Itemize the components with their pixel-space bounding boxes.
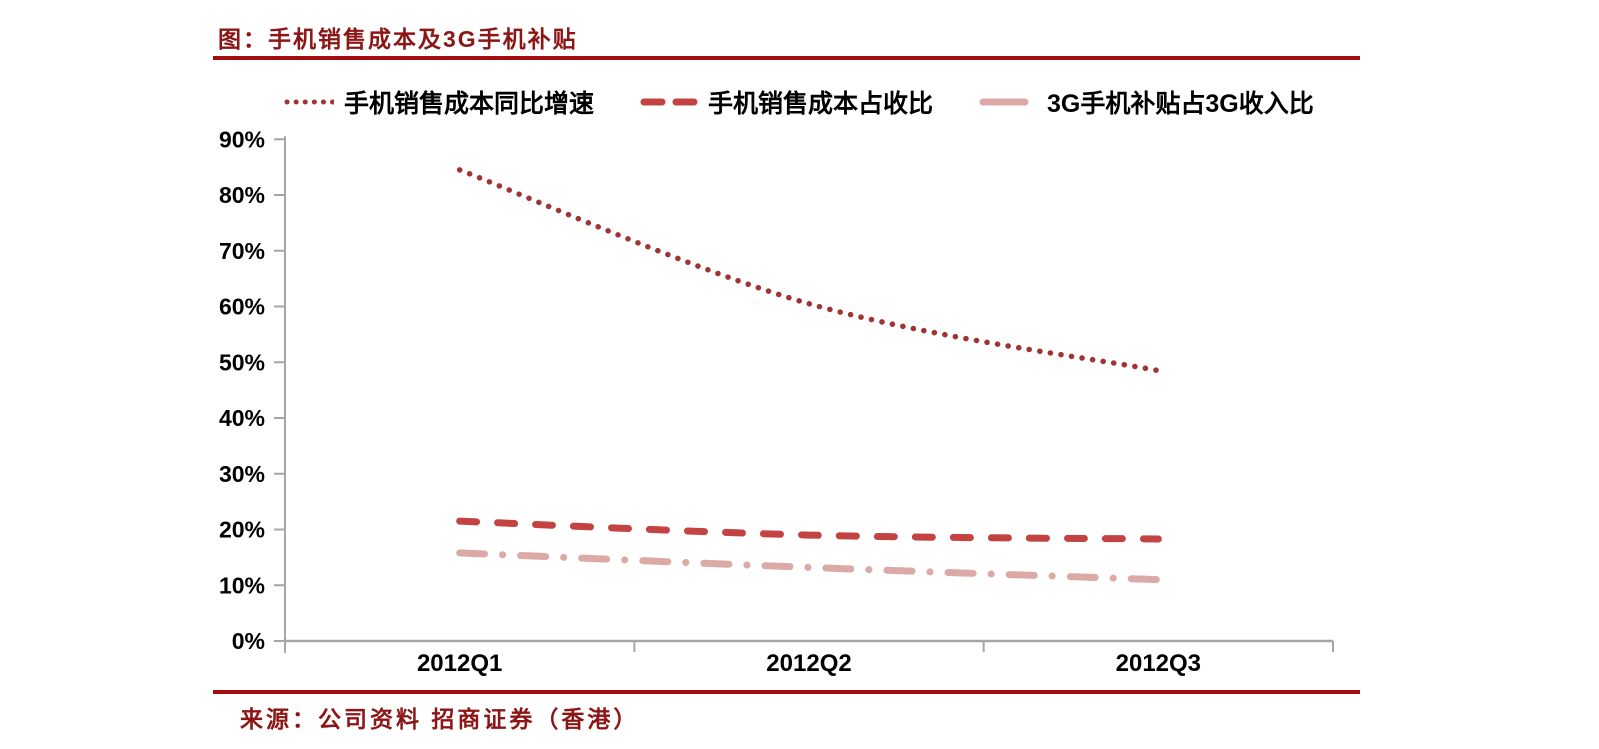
dashdot-line-icon (979, 98, 1038, 106)
plot-area: 0% 10% 20% 30% 40% 50% 60% 70% 80% 90% 2012Q1 2012Q… (219, 126, 1334, 677)
source-rule (213, 690, 1360, 694)
source-note: 来源：公司资料 招商证券（香港） (240, 706, 640, 732)
x-tick-label: 2012Q3 (1116, 650, 1201, 677)
y-tick-label: 10% (219, 572, 265, 598)
legend-item-cost-ratio: 手机销售成本占收比 (640, 84, 933, 120)
legend-label: 手机销售成本占收比 (708, 90, 934, 118)
y-tick-label: 70% (219, 238, 265, 264)
y-tick-label: 50% (219, 349, 265, 375)
legend-item-growth: 手机销售成本同比增速 (284, 84, 594, 120)
series-line-0 (456, 167, 1162, 374)
series-line-2 (456, 549, 1162, 584)
series-line-1 (456, 517, 1162, 543)
y-tick-label: 20% (219, 517, 265, 543)
chart-title: 图：手机销售成本及3G手机补贴 (218, 26, 578, 52)
y-tick-label: 80% (219, 182, 265, 208)
y-tick-label: 30% (219, 461, 265, 487)
x-tick-label: 2012Q2 (766, 650, 851, 677)
title-rule (213, 56, 1360, 60)
dashed-line-icon (640, 98, 699, 106)
legend: 手机销售成本同比增速 手机销售成本占收比 3G手机补贴占3G收入比 (284, 84, 1314, 120)
y-tick-label: 90% (219, 126, 265, 152)
legend-item-subsidy-ratio: 3G手机补贴占3G收入比 (979, 84, 1314, 120)
y-tick-label: 60% (219, 294, 265, 320)
dotted-line-icon (284, 99, 334, 105)
x-tick-label: 2012Q1 (417, 650, 502, 677)
legend-label: 3G手机补贴占3G收入比 (1047, 90, 1314, 118)
legend-label: 手机销售成本同比增速 (344, 90, 595, 118)
y-tick-label: 40% (219, 405, 265, 431)
y-tick-label: 0% (232, 628, 265, 654)
